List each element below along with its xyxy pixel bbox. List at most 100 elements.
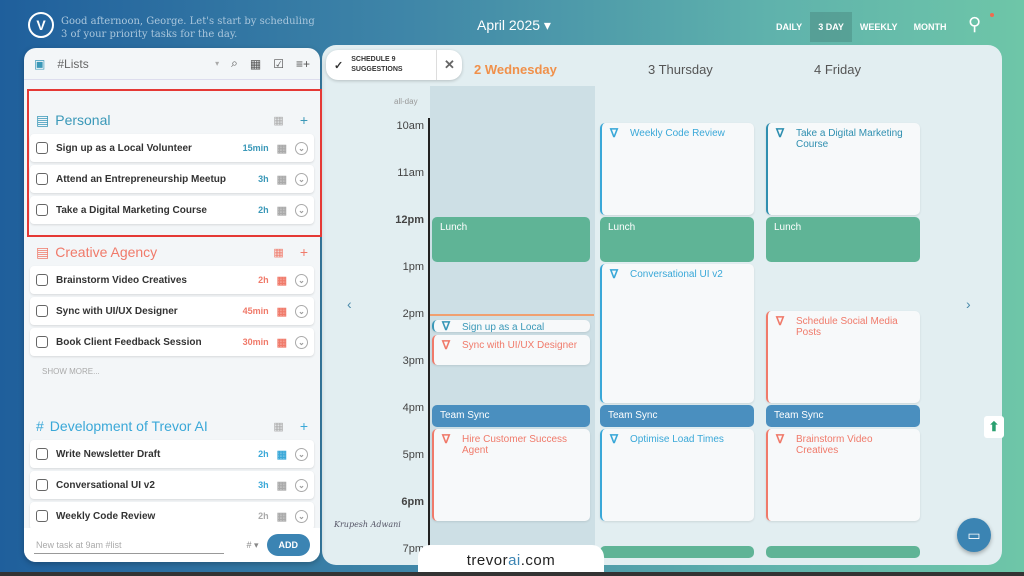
calendar-block[interactable] [766,546,920,559]
schedule-task-icon[interactable]: ▦ [276,448,287,461]
add-task-icon[interactable]: + [299,112,308,128]
list-selector[interactable]: #Lists [57,56,89,71]
show-more-link[interactable]: SHOW MORE... [42,367,100,376]
task-checkbox[interactable] [36,142,48,154]
task-checkbox[interactable] [36,336,48,348]
schedule-task-icon[interactable]: ▦ [276,173,287,186]
task-row[interactable]: Take a Digital Marketing Course 2h ▦ ⌄ [30,196,314,224]
task-row[interactable]: Sign up as a Local Volunteer 15min ▦ ⌄ [30,134,314,162]
day-header[interactable]: 4 Friday [814,62,861,77]
section-title: Development of Trevor AI [49,418,208,434]
task-event[interactable]: ∇ Take a Digital Marketing Course [766,123,920,215]
task-row[interactable]: Brainstorm Video Creatives 2h ▦ ⌄ [30,266,314,294]
task-checkbox[interactable] [36,173,48,185]
schedule-list-icon[interactable]: ▦ [273,114,284,127]
chat-button[interactable]: ▭ [957,518,991,552]
add-task-icon[interactable]: + [299,418,308,434]
task-row[interactable]: Attend an Entrepreneurship Meetup 3h ▦ ⌄ [30,165,314,193]
add-task-icon[interactable]: + [299,244,308,260]
list-tag-select[interactable]: # ▾ [246,539,259,550]
event-title: Optimise Load Times [630,433,724,445]
schedule-task-icon[interactable]: ▦ [276,336,287,349]
task-event[interactable]: ∇ Sync with UI/UX Designer [432,334,590,366]
inbox-icon[interactable]: ▣ [34,56,46,71]
event-title: Lunch [608,222,636,233]
task-row[interactable]: Book Client Feedback Session 30min ▦ ⌄ [30,328,314,356]
task-event[interactable]: ∇ Schedule Social Media Posts [766,311,920,403]
list-icon: ▤ [36,111,50,128]
expand-chevron-icon[interactable]: ⌄ [295,478,308,492]
calendar-icon[interactable]: ▦ [249,56,262,71]
trevor-logo[interactable]: V [28,12,54,38]
expand-chevron-icon[interactable]: ⌄ [295,335,308,349]
new-task-input[interactable]: New task at 9am #list [34,537,224,554]
expand-chevron-icon[interactable]: ⌄ [295,203,308,217]
schedule-list-icon[interactable]: ▦ [273,246,284,259]
schedule-task-icon[interactable]: ▦ [276,142,287,155]
view-tab-3-day[interactable]: 3 DAY [810,12,852,42]
task-checkbox[interactable] [36,305,48,317]
task-event[interactable]: ∇ Sign up as a Local Volunteer [432,320,590,333]
schedule-suggestions-button[interactable]: ✓ SCHEDULE 9 SUGGESTIONS ✕ [326,50,462,80]
task-event[interactable]: ∇ Weekly Code Review [600,123,754,215]
calendar-block[interactable]: Lunch [766,217,920,262]
month-selector[interactable]: April 2025 ▾ [477,17,551,33]
task-row[interactable]: Conversational UI v2 3h ▦ ⌄ [30,471,314,499]
expand-chevron-icon[interactable]: ⌄ [295,172,308,186]
task-event[interactable]: ∇ Conversational UI v2 [600,264,754,403]
task-checkbox[interactable] [36,510,48,522]
expand-chevron-icon[interactable]: ⌄ [295,447,308,461]
day-header[interactable]: 3 Thursday [648,62,713,77]
schedule-task-icon[interactable]: ▦ [276,305,287,318]
task-checkbox[interactable] [36,204,48,216]
view-tab-month[interactable]: MONTH [913,22,947,32]
expand-chevron-icon[interactable]: ⌄ [295,273,308,287]
checkbox-icon[interactable]: ☑ [273,56,284,71]
prev-arrow[interactable]: ‹ [347,296,352,312]
schedule-task-icon[interactable]: ▦ [276,204,287,217]
calendar-block[interactable] [600,546,754,559]
task-duration: 2h [258,511,269,521]
task-checkbox[interactable] [36,479,48,491]
task-checkbox[interactable] [36,274,48,286]
task-checkbox[interactable] [36,448,48,460]
view-tab-daily[interactable]: DAILY [776,22,803,32]
next-arrow[interactable]: › [966,296,971,312]
task-event[interactable]: ∇ Optimise Load Times [600,428,754,521]
event-title: Team Sync [774,410,824,421]
scroll-up-button[interactable]: ⬆ [984,416,1004,438]
view-tab-weekly[interactable]: WEEKLY [859,22,898,32]
calendar-block[interactable]: Team Sync [432,405,590,427]
event-title: Sign up as a Local Volunteer [462,322,545,333]
task-row[interactable]: Weekly Code Review 2h ▦ ⌄ [30,502,314,530]
task-row[interactable]: Write Newsletter Draft 2h ▦ ⌄ [30,440,314,468]
task-name: Brainstorm Video Creatives [56,274,187,286]
trevor-task-icon: ∇ [610,431,619,446]
task-name: Write Newsletter Draft [56,448,161,460]
user-profile-icon[interactable]: ⚲ [968,14,982,34]
greeting-text: Good afternoon, George. Let's start by s… [61,16,315,40]
expand-chevron-icon[interactable]: ⌄ [295,304,308,318]
section-title: Personal [55,112,111,128]
expand-chevron-icon[interactable]: ⌄ [295,141,308,155]
calendar-block[interactable]: Team Sync [600,405,754,427]
add-list-icon[interactable]: ≡+ [295,56,310,71]
calendar-block[interactable]: Lunch [600,217,754,262]
schedule-task-icon[interactable]: ▦ [276,479,287,492]
search-icon[interactable]: ⌕ [231,56,238,70]
dropdown-icon[interactable]: ▾ [215,59,220,68]
add-task-button[interactable]: ADD [266,534,310,556]
calendar-block[interactable]: Lunch [432,217,590,262]
expand-chevron-icon[interactable]: ⌄ [295,509,308,523]
schedule-list-icon[interactable]: ▦ [273,420,284,433]
hour-label: 6pm [401,496,424,508]
task-event[interactable]: ∇ Hire Customer Success Agent [432,428,590,521]
schedule-task-icon[interactable]: ▦ [276,510,287,523]
day-header[interactable]: 2 Wednesday [474,62,557,77]
task-row[interactable]: Sync with UI/UX Designer 45min ▦ ⌄ [30,297,314,325]
close-icon[interactable]: ✕ [436,50,462,80]
calendar-block[interactable]: Team Sync [766,405,920,427]
event-title: Brainstorm Video Creatives [796,433,873,456]
schedule-task-icon[interactable]: ▦ [276,274,287,287]
task-event[interactable]: ∇ Brainstorm Video Creatives [766,428,920,521]
